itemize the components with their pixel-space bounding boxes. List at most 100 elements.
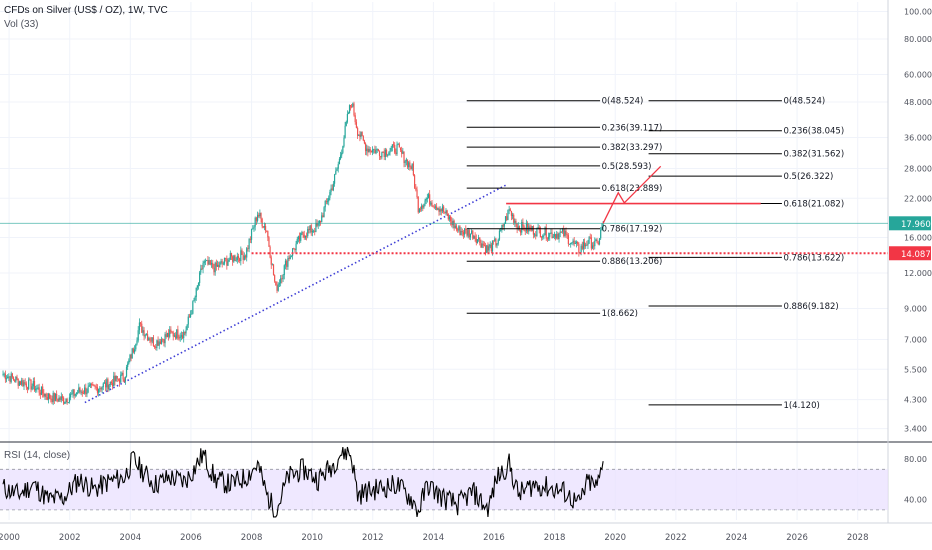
candle-body[interactable]: [380, 155, 382, 158]
candle-body[interactable]: [350, 106, 353, 108]
candle-body[interactable]: [11, 373, 13, 378]
candle-body[interactable]: [396, 144, 398, 155]
candle-body[interactable]: [488, 246, 490, 251]
candle-body[interactable]: [550, 232, 552, 234]
candle-body[interactable]: [284, 260, 287, 266]
candle-body[interactable]: [2, 373, 4, 375]
candle-body[interactable]: [345, 121, 347, 126]
candle-body[interactable]: [307, 229, 309, 237]
candle-body[interactable]: [371, 149, 374, 153]
candle-body[interactable]: [308, 229, 310, 230]
candle-body[interactable]: [24, 382, 26, 384]
candle-body[interactable]: [495, 238, 497, 246]
candle-body[interactable]: [133, 349, 136, 353]
candle-body[interactable]: [36, 387, 38, 389]
candle-body[interactable]: [66, 398, 68, 403]
candle-body[interactable]: [184, 331, 186, 334]
candle-body[interactable]: [540, 237, 543, 239]
candle-body[interactable]: [596, 239, 598, 243]
candle-body[interactable]: [141, 323, 143, 333]
candle-body[interactable]: [144, 335, 146, 337]
candle-body[interactable]: [397, 144, 399, 146]
candle-body[interactable]: [120, 374, 122, 383]
candle-body[interactable]: [87, 386, 89, 393]
candle-body[interactable]: [374, 149, 376, 154]
candle-body[interactable]: [18, 381, 20, 386]
candle-body[interactable]: [590, 237, 592, 249]
candle-body[interactable]: [42, 386, 44, 394]
candle-body[interactable]: [559, 231, 561, 234]
candle-body[interactable]: [9, 376, 11, 382]
candle-body[interactable]: [275, 281, 277, 286]
time-axis[interactable]: 2000 2002 2004 2006 2008 2010 2012 2014 2016 2018…: [0, 533, 869, 543]
candle-body[interactable]: [486, 245, 488, 253]
candle-body[interactable]: [602, 223, 604, 228]
candle-body[interactable]: [551, 232, 553, 238]
candle-body[interactable]: [441, 206, 444, 212]
candle-body[interactable]: [47, 393, 50, 400]
candle-body[interactable]: [278, 283, 281, 285]
candle-body[interactable]: [40, 386, 43, 395]
candle-body[interactable]: [384, 149, 386, 157]
candle-body[interactable]: [464, 228, 466, 235]
candle-body[interactable]: [557, 233, 559, 239]
candle-body[interactable]: [212, 262, 214, 268]
candle-body[interactable]: [201, 268, 203, 270]
candle-body[interactable]: [392, 144, 395, 146]
candle-body[interactable]: [587, 243, 589, 246]
candle-body[interactable]: [150, 340, 152, 342]
candle-body[interactable]: [542, 235, 544, 238]
candle-body[interactable]: [116, 376, 118, 379]
candle-body[interactable]: [241, 250, 243, 255]
candle-body[interactable]: [243, 255, 245, 260]
candle-body[interactable]: [92, 384, 94, 386]
candle-body[interactable]: [552, 236, 554, 238]
candle-body[interactable]: [394, 144, 396, 153]
candle-body[interactable]: [253, 226, 255, 229]
candle-body[interactable]: [176, 329, 178, 339]
candle-body[interactable]: [166, 333, 168, 337]
candle-body[interactable]: [57, 398, 59, 402]
candle-body[interactable]: [51, 398, 53, 403]
candle-body[interactable]: [309, 225, 311, 230]
candle-body[interactable]: [179, 336, 181, 339]
candle-body[interactable]: [200, 268, 202, 273]
candle-body[interactable]: [303, 234, 305, 238]
candle-body[interactable]: [149, 338, 151, 341]
candle-body[interactable]: [75, 392, 78, 394]
candle-body[interactable]: [403, 151, 405, 163]
candle-body[interactable]: [164, 334, 166, 344]
candle-body[interactable]: [160, 339, 163, 345]
candle-body[interactable]: [174, 335, 177, 339]
candle-body[interactable]: [318, 220, 320, 224]
candle-body[interactable]: [418, 208, 420, 213]
candle-body[interactable]: [391, 144, 393, 148]
candle-body[interactable]: [383, 152, 385, 157]
candle-body[interactable]: [143, 330, 145, 337]
candle-body[interactable]: [399, 147, 402, 151]
candle-body[interactable]: [58, 397, 60, 402]
candle-body[interactable]: [325, 201, 327, 202]
candle-body[interactable]: [563, 228, 565, 236]
candle-body[interactable]: [355, 122, 358, 128]
candle-body[interactable]: [226, 258, 228, 266]
candle-body[interactable]: [23, 382, 25, 387]
candle-body[interactable]: [481, 243, 483, 248]
candle-body[interactable]: [406, 159, 409, 168]
candle-body[interactable]: [199, 272, 201, 283]
candle-body[interactable]: [414, 175, 416, 188]
candle-body[interactable]: [536, 228, 538, 237]
candle-body[interactable]: [71, 393, 73, 395]
candle-body[interactable]: [577, 242, 579, 245]
candle-body[interactable]: [376, 149, 378, 150]
candle-body[interactable]: [77, 392, 79, 394]
candle-body[interactable]: [93, 384, 95, 386]
candle-body[interactable]: [298, 236, 301, 241]
candle-body[interactable]: [117, 378, 120, 380]
candle-body[interactable]: [381, 152, 383, 158]
candle-body[interactable]: [591, 245, 594, 249]
candle-body[interactable]: [228, 259, 230, 262]
candle-body[interactable]: [129, 354, 131, 361]
candle-body[interactable]: [136, 340, 138, 345]
